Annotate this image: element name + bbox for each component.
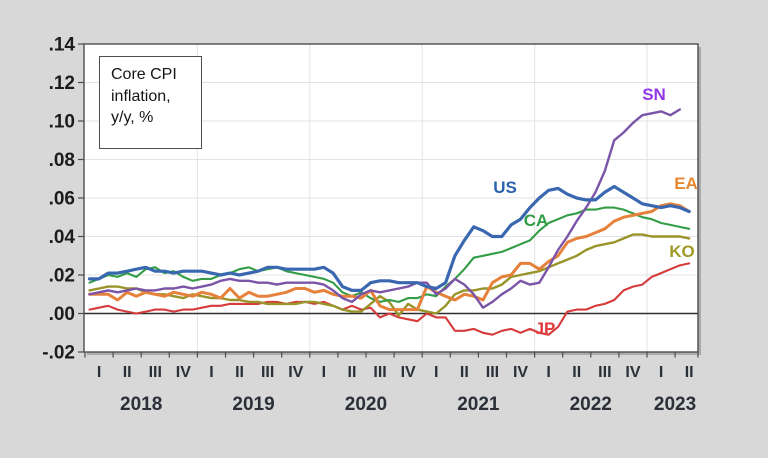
quarter-label: II <box>348 364 357 381</box>
series-label-CA: CA <box>524 211 549 230</box>
quarter-label: IV <box>625 364 640 381</box>
quarter-label: II <box>460 364 469 381</box>
series-label-SN: SN <box>642 85 666 104</box>
series-line-US <box>87 184 691 292</box>
y-tick-label: .12 <box>49 73 75 94</box>
quarter-label: II <box>235 364 244 381</box>
year-label: 2019 <box>232 394 274 415</box>
series-line-JP <box>88 262 691 336</box>
annotation-box: Core CPI inflation, y/y, % <box>99 56 202 149</box>
quarter-label: III <box>149 364 162 381</box>
series-label-JP: JP <box>535 319 556 338</box>
quarter-label: I <box>209 364 213 381</box>
quarter-label: III <box>373 364 386 381</box>
y-tick-label: .04 <box>49 227 76 248</box>
quarter-label: IV <box>513 364 528 381</box>
series-label-US: US <box>493 178 517 197</box>
annotation-line-2: inflation, <box>111 87 171 105</box>
year-label: 2022 <box>570 394 612 415</box>
quarter-label: II <box>123 364 132 381</box>
quarter-label: III <box>486 364 499 381</box>
quarter-label: I <box>434 364 438 381</box>
y-tick-label: .00 <box>49 304 75 325</box>
series-label-KO: KO <box>669 242 695 261</box>
series-line-CA <box>88 206 691 303</box>
quarter-label: I <box>546 364 550 381</box>
series-label-EA: EA <box>674 174 698 193</box>
quarter-label: IV <box>176 364 191 381</box>
annotation-line-1: Core CPI <box>111 66 177 83</box>
series-line-SN <box>88 108 681 309</box>
y-tick-label: .02 <box>49 266 75 287</box>
quarter-label: I <box>97 364 101 381</box>
year-label: 2023 <box>654 394 696 415</box>
quarter-label: I <box>322 364 326 381</box>
series-line-EA <box>88 202 691 312</box>
quarter-label: IV <box>288 364 303 381</box>
y-tick-label: -.02 <box>42 343 75 364</box>
quarter-label: I <box>659 364 663 381</box>
y-tick-label: .08 <box>49 150 75 171</box>
y-tick-label: .14 <box>49 35 76 56</box>
quarter-label: III <box>261 364 274 381</box>
annotation-line-3: y/y, % <box>111 109 154 126</box>
quarter-label: IV <box>401 364 416 381</box>
quarter-label: II <box>572 364 581 381</box>
y-tick-label: .10 <box>49 112 75 133</box>
quarter-label: II <box>685 364 694 381</box>
year-label: 2021 <box>457 394 500 415</box>
quarter-label: III <box>598 364 611 381</box>
year-label: 2018 <box>120 394 162 415</box>
y-tick-label: .06 <box>49 189 75 210</box>
year-label: 2020 <box>345 394 387 415</box>
